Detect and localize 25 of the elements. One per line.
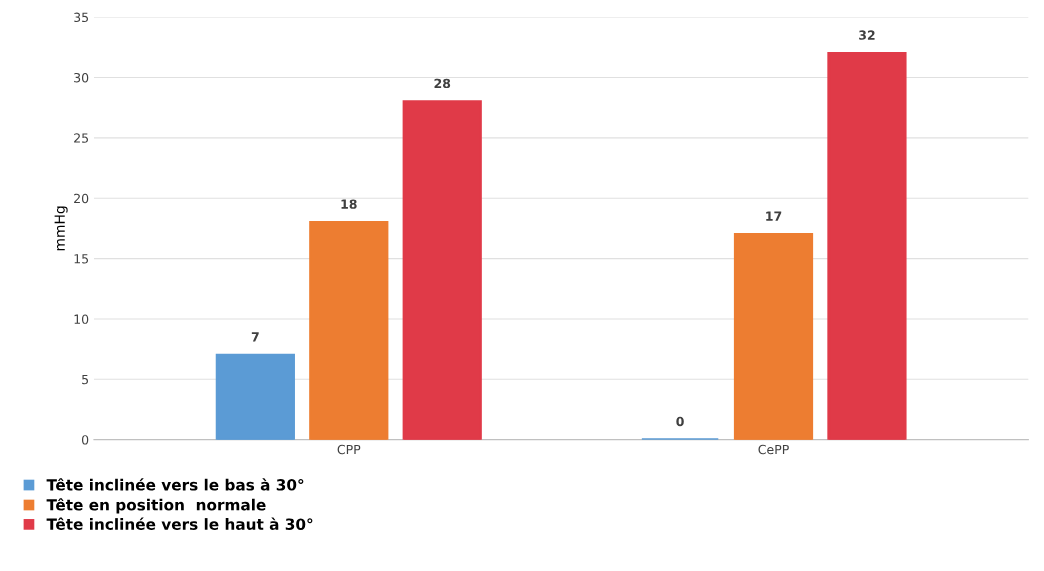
legend-label: Tête en position normale xyxy=(46,498,266,514)
legend-label: Tête inclinée vers le bas à 30° xyxy=(46,478,304,491)
y-tick-label: 5 xyxy=(82,374,89,385)
data-label: 18 xyxy=(341,199,357,209)
bar xyxy=(309,220,389,440)
bar xyxy=(215,353,295,440)
y-tick-label: 35 xyxy=(74,12,89,23)
y-axis-title: mmHg xyxy=(54,206,68,251)
data-label: 0 xyxy=(676,416,684,427)
x-tick-label: CePP xyxy=(758,444,789,455)
y-tick-label: 25 xyxy=(74,133,89,143)
y-tick-label: 20 xyxy=(74,193,89,204)
y-tick-label: 0 xyxy=(81,435,89,445)
data-label: 28 xyxy=(434,78,451,89)
x-tick-label: CPP xyxy=(337,444,361,455)
bar xyxy=(402,100,482,440)
y-tick-label: 30 xyxy=(74,72,89,83)
bar xyxy=(733,233,814,440)
bar xyxy=(827,51,907,440)
legend-label: Tête inclinée vers le haut à 30° xyxy=(46,517,313,530)
data-label: 7 xyxy=(251,332,259,342)
data-label: 17 xyxy=(766,211,782,221)
y-tick-label: 15 xyxy=(74,254,89,264)
data-label: 32 xyxy=(859,30,875,40)
y-tick-label: 10 xyxy=(74,314,89,324)
